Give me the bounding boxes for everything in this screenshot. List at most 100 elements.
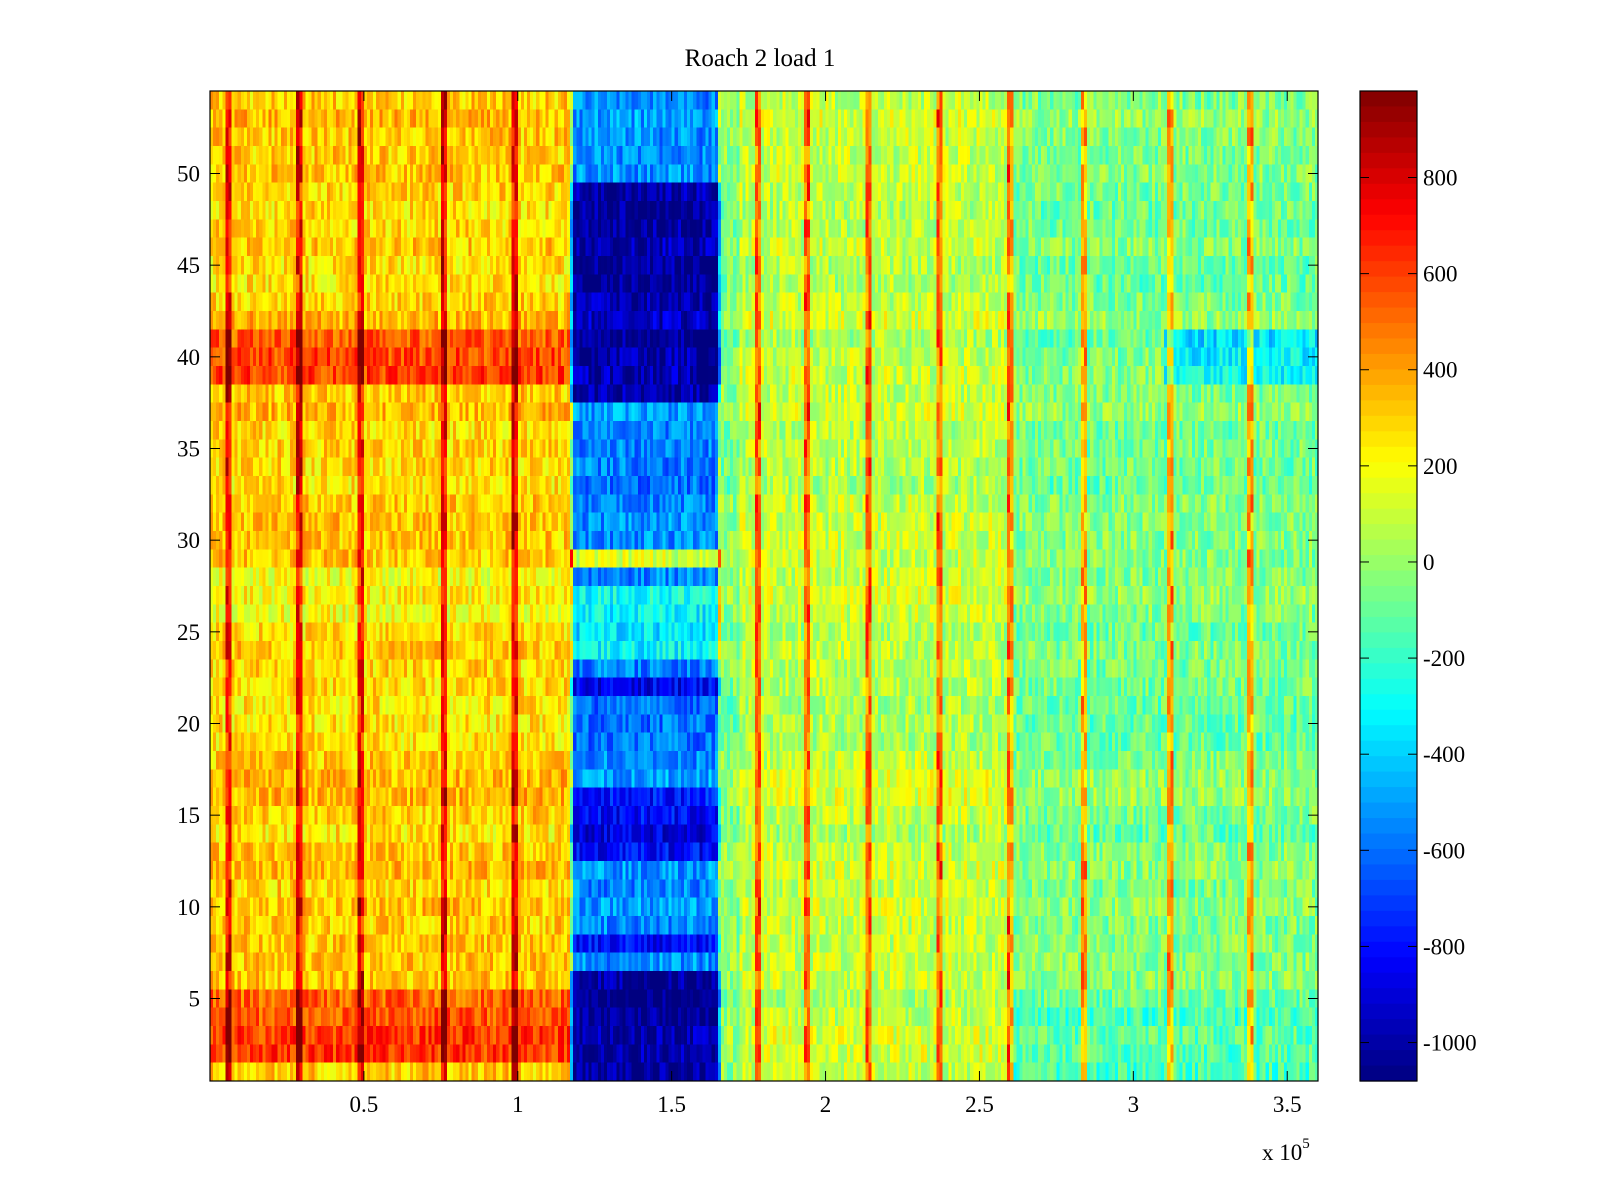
x-tick-label: 0.5 [350,1092,379,1117]
x-axis-tick-labels: 0.5 1 1.5 2 2.5 3 3.5 [350,1092,1302,1117]
x-tick-label: 1 [512,1092,524,1117]
colorbar-segment [1360,663,1417,680]
colorbar-segment [1360,756,1417,773]
colorbar-segment [1360,601,1417,618]
colorbar-tick-label: -1000 [1423,1031,1477,1056]
colorbar-segment [1360,508,1417,525]
colorbar-segment [1360,183,1417,200]
heatmap-cells [210,91,1318,1081]
y-tick-label: 50 [177,162,200,187]
colorbar-segment [1360,338,1417,355]
colorbar-segment [1360,415,1417,432]
colorbar-segment [1360,725,1417,742]
x-tick-label: 2.5 [965,1092,994,1117]
colorbar-segment [1360,91,1417,108]
y-tick-label: 5 [189,987,201,1012]
x-axis-multiplier-exponent: 5 [1302,1136,1310,1152]
colorbar-frame [1359,90,1418,1082]
colorbar-ticks [1360,177,1417,1044]
y-tick-label: 10 [177,895,200,920]
colorbar-segment [1360,353,1417,371]
colorbar-segment [1360,199,1417,216]
colorbar-segment [1360,384,1417,401]
colorbar-segment [1360,833,1417,850]
colorbar-segment [1360,570,1417,587]
colorbar-segment [1360,879,1417,896]
colorbar-segment [1360,245,1417,262]
y-tick-label: 40 [177,345,200,370]
colorbar-segment [1360,678,1417,695]
colorbar-tick-labels: 800 600 400 200 0 -200 -400 -600 -800 -1000 [1423,166,1477,1056]
colorbar-segment [1360,771,1417,788]
colorbar-segment [1360,307,1417,324]
colorbar-tick-label: 200 [1423,454,1458,479]
colorbar-segment [1360,910,1417,927]
x-tick-label: 1.5 [657,1092,686,1117]
colorbar-segment [1360,864,1417,881]
y-tick-label: 15 [177,803,200,828]
colorbar-segment [1360,323,1417,340]
colorbar-segment [1360,1019,1417,1036]
colorbar-segment [1360,941,1417,958]
colorbar-segment [1360,895,1417,912]
y-tick-label: 45 [177,253,200,278]
colorbar-segment [1360,694,1417,711]
colorbar [1360,91,1417,1082]
colorbar-segment [1360,926,1417,943]
colorbar-segment [1360,848,1417,866]
colorbar-segment [1360,1050,1417,1067]
colorbar-segment [1360,1034,1417,1051]
colorbar-segment [1360,446,1417,463]
colorbar-segment [1360,369,1417,386]
plot-frame [209,90,1319,1082]
colorbar-tick-label: 400 [1423,358,1458,383]
colorbar-segment [1360,1003,1417,1020]
y-axis-tick-labels: 5 10 15 20 25 30 35 40 45 50 [177,162,200,1012]
colorbar-tick-label: -200 [1423,646,1465,671]
x-axis-multiplier: x 105 [1262,1136,1310,1165]
colorbar-segment [1360,152,1417,169]
colorbar-segment [1360,802,1417,819]
colorbar-segment [1360,818,1417,835]
colorbar-segment [1360,137,1417,154]
colorbar-tick-label: -600 [1423,838,1465,863]
colorbar-segment [1360,632,1417,649]
colorbar-segment [1360,292,1417,309]
colorbar-segment [1360,586,1417,603]
heatmap-plot [210,91,1318,1081]
colorbar-segment [1360,431,1417,448]
colorbar-segment [1360,1065,1417,1082]
colorbar-segment [1360,121,1417,139]
colorbar-tick-label: -400 [1423,742,1465,767]
colorbar-segment [1360,493,1417,510]
x-tick-label: 3 [1128,1092,1140,1117]
colorbar-segment [1360,106,1417,123]
colorbar-tick-label: -800 [1423,934,1465,959]
colorbar-segment [1360,276,1417,293]
colorbar-tick-label: 0 [1423,550,1435,575]
x-tick-label: 3.5 [1273,1092,1302,1117]
colorbar-segment [1360,477,1417,494]
colorbar-tick-label: 800 [1423,166,1458,191]
colorbar-segment [1360,230,1417,247]
chart-title: Roach 2 load 1 [685,45,836,72]
colorbar-segment [1360,988,1417,1005]
colorbar-segment [1360,462,1417,479]
colorbar-segment [1360,400,1417,417]
colorbar-segment [1360,555,1417,572]
x-tick-label: 2 [820,1092,832,1117]
colorbar-segment [1360,168,1417,185]
y-tick-label: 30 [177,528,200,553]
y-tick-label: 25 [177,620,200,645]
colorbar-segment [1360,539,1417,556]
colorbar-segment [1360,740,1417,757]
colorbar-segment [1360,616,1417,634]
colorbar-segment [1360,214,1417,231]
colorbar-tick-label: 600 [1423,262,1458,287]
y-tick-label: 20 [177,712,200,737]
colorbar-segment [1360,261,1417,278]
colorbar-segment [1360,787,1417,804]
colorbar-segment [1360,709,1417,726]
colorbar-segment [1360,524,1417,541]
